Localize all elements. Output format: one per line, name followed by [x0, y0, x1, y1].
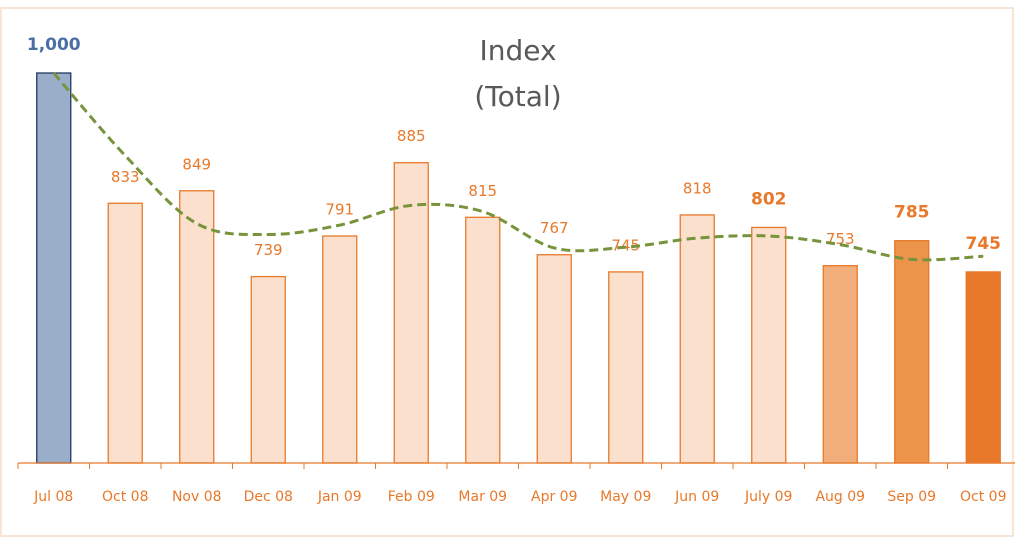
x-tick-label: Jan 09	[317, 489, 362, 505]
data-label: 785	[894, 203, 930, 223]
bar	[822, 265, 858, 464]
data-label: 791	[325, 201, 354, 219]
data-label: 833	[111, 168, 140, 186]
chart-subtitle: (Total)	[474, 80, 561, 113]
x-tick-label: Dec 08	[244, 489, 293, 505]
x-tick-label: Oct 08	[102, 489, 148, 505]
data-label: 802	[751, 189, 787, 209]
x-tick-label: Jul 08	[33, 489, 73, 505]
bar	[751, 226, 787, 464]
x-tick-label: Aug 09	[815, 489, 865, 505]
data-label: 885	[397, 127, 426, 145]
data-label: 1,000	[27, 35, 81, 55]
data-label: 745	[966, 234, 1002, 254]
data-label: 739	[254, 241, 283, 259]
x-tick-label: Oct 09	[960, 489, 1006, 505]
trend-line	[52, 72, 984, 262]
chart-title: Index	[479, 34, 556, 67]
bar	[322, 235, 358, 464]
x-tick-label: Sep 09	[887, 489, 936, 505]
bar	[179, 190, 215, 464]
data-label: 815	[468, 182, 497, 200]
bar	[965, 271, 1001, 464]
bar	[36, 72, 72, 464]
bar	[536, 254, 572, 464]
bar	[608, 271, 644, 464]
x-tick-label: July 09	[744, 489, 792, 505]
x-tick-label: Apr 09	[531, 489, 577, 505]
bar	[107, 202, 143, 464]
data-label: 745	[611, 236, 640, 254]
x-tick-label: Mar 09	[458, 489, 507, 505]
x-tick-label: May 09	[600, 489, 651, 505]
chart-border	[0, 7, 1014, 537]
bar	[465, 216, 501, 464]
bar	[393, 162, 429, 464]
bar	[894, 240, 930, 464]
x-tick-label: Jun 09	[674, 489, 719, 505]
x-tick-label: Nov 08	[172, 489, 222, 505]
bar	[250, 275, 286, 464]
data-label: 849	[182, 155, 211, 173]
x-tick-label: Feb 09	[388, 489, 435, 505]
data-label: 767	[540, 219, 569, 237]
data-label: 818	[683, 179, 712, 197]
bar	[679, 214, 715, 464]
